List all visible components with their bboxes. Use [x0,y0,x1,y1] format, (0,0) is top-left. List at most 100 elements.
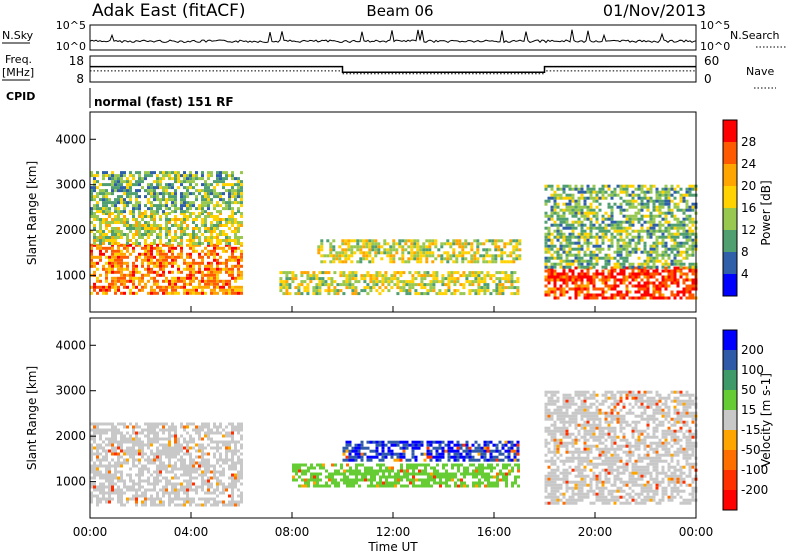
heatmap-cell [240,189,243,193]
heatmap-cell [105,476,108,480]
heatmap-cell [601,296,605,300]
heatmap-cell [592,275,596,279]
heatmap-cell [562,281,566,285]
heatmap-cell [174,443,177,447]
heatmap-cell [186,276,189,280]
heatmap-cell [589,211,593,215]
heatmap-cell [306,271,310,275]
heatmap-cell [102,428,105,432]
heatmap-cell [586,238,590,242]
heatmap-cell [460,481,463,485]
heatmap-cell [147,198,150,202]
heatmap-cell [171,195,174,199]
heatmap-cell [571,187,575,191]
heatmap-cell [571,226,575,230]
heatmap-cell [111,464,114,468]
heatmap-cell [123,479,126,483]
heatmap-cell [144,239,147,242]
heatmap-cell [231,221,234,224]
heatmap-cell [168,434,171,438]
heatmap-cell [424,478,427,482]
heatmap-cell [628,262,632,266]
heatmap-cell [601,187,605,191]
heatmap-cell [625,217,629,221]
heatmap-cell [649,232,653,236]
heatmap-cell [358,463,361,467]
heatmap-cell [138,458,141,462]
heatmap-cell [189,434,192,438]
heatmap-cell [222,180,225,184]
heatmap-cell [580,287,584,291]
heatmap-cell [192,270,195,274]
heatmap-cell [342,292,346,296]
heatmap-cell [550,269,554,273]
heatmap-cell [583,250,587,254]
heatmap-cell [135,491,138,495]
heatmap-cell [171,249,174,253]
heatmap-cell [378,292,382,296]
heatmap-cell [515,245,519,249]
heatmap-cell [120,500,123,504]
heatmap-cell [562,287,566,291]
heatmap-cell [411,280,415,284]
heatmap-cell [637,296,641,300]
heatmap-cell [219,177,222,181]
heatmap-cell [426,449,430,453]
heatmap-cell [102,458,105,462]
heatmap-cell [613,296,617,300]
heatmap-cell [180,455,183,459]
heatmap-cell [180,497,183,501]
heatmap-cell [610,220,614,224]
heatmap-cell [377,251,381,255]
nsky-series-line [89,29,697,44]
heatmap-cell [126,180,129,184]
heatmap-cell [168,177,171,181]
heatmap-cell [688,238,692,242]
heatmap-cell [388,469,391,473]
heatmap-cell [568,244,572,248]
heatmap-cell [105,291,108,295]
heatmap-cell [138,230,141,233]
heatmap-cell [373,478,376,482]
heatmap-cell [360,440,364,444]
heatmap-cell [111,204,114,208]
heatmap-cell [165,422,168,426]
heatmap-cell [301,484,304,488]
heatmap-cell [225,279,228,283]
heatmap-cell [419,248,423,252]
heatmap-cell [198,236,201,239]
heatmap-cell [123,458,126,462]
heatmap-cell [649,247,653,251]
heatmap-cell [607,205,611,209]
heatmap-cell [371,257,375,261]
heatmap-cell [126,233,129,236]
heatmap-cell [204,473,207,477]
heatmap-cell [174,189,177,193]
heatmap-cell [108,224,111,227]
heatmap-cell [658,199,662,203]
heatmap-cell [449,257,453,261]
heatmap-cell [129,437,132,441]
heatmap-cell [219,198,222,202]
heatmap-cell [108,242,111,245]
heatmap-cell [396,443,400,447]
heatmap-cell [670,211,674,215]
heatmap-cell [237,192,240,196]
heatmap-cell [189,455,192,459]
heatmap-cell [129,440,132,444]
heatmap-cell [631,223,635,227]
heatmap-cell [298,463,301,467]
heatmap-cell [138,255,141,259]
heatmap-cell [156,470,159,474]
heatmap-cell [652,223,656,227]
heatmap-cell [150,440,153,444]
heatmap-cell [153,437,156,441]
heatmap-cell [186,479,189,483]
heatmap-cell [464,242,468,246]
heatmap-cell [376,463,379,467]
heatmap-cell [150,285,153,289]
heatmap-cell [392,257,396,261]
heatmap-cell [177,171,180,175]
heatmap-cell [183,485,186,489]
heatmap-cell [583,241,587,245]
